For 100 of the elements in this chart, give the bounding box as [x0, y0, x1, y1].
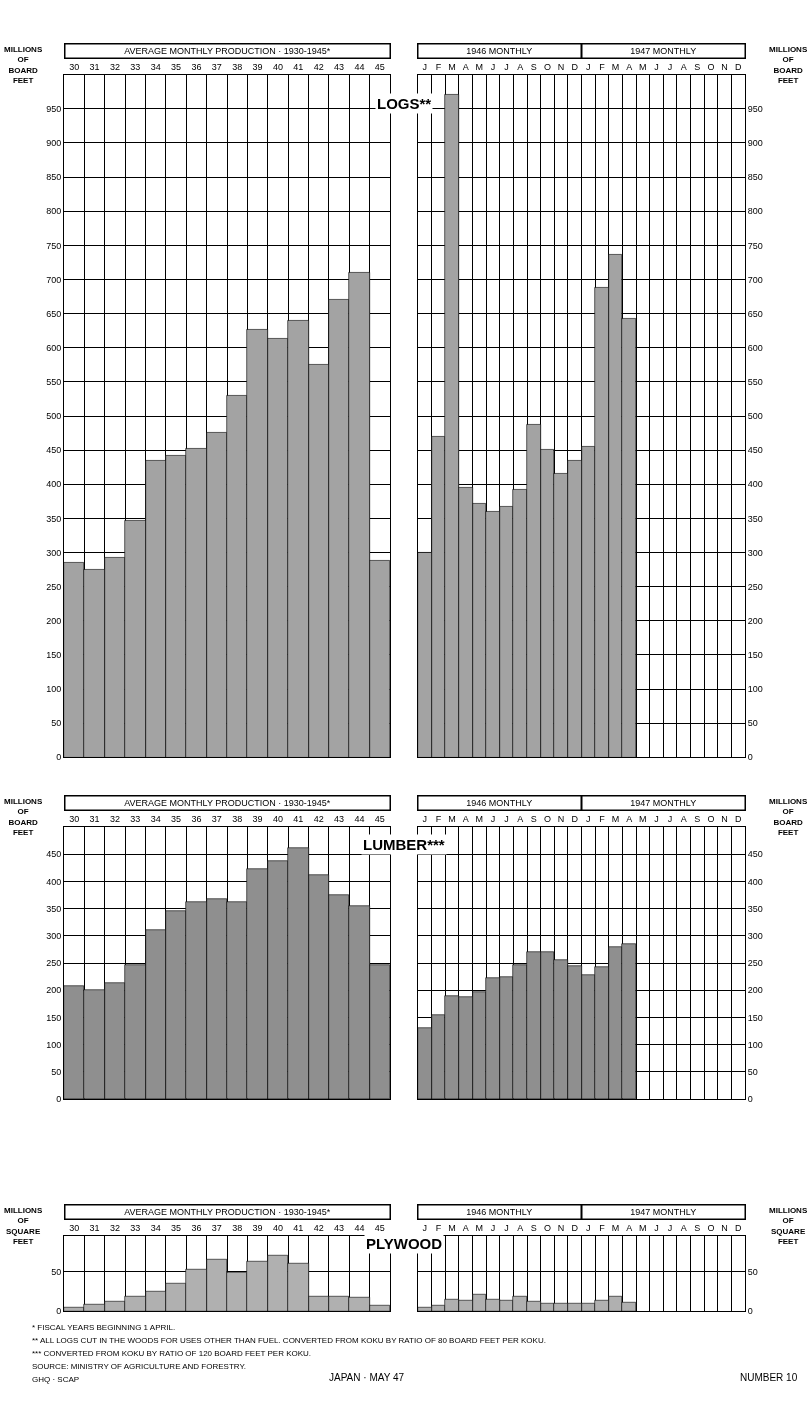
x-tick-label: O	[707, 62, 715, 73]
y-tick-label: 100	[747, 1039, 763, 1050]
x-tick-label: J	[667, 1222, 673, 1233]
x-tick-label: A	[517, 814, 524, 825]
y-axis-title: MILLIONS OF BOARD FEET	[4, 797, 43, 838]
x-tick-label: O	[707, 814, 715, 825]
x-tick-label: 44	[354, 1222, 365, 1233]
y-tick-label: 300	[747, 547, 763, 558]
y-tick-label: 900	[46, 138, 62, 149]
x-tick-label: 38	[232, 814, 243, 825]
x-tick-label: 34	[150, 814, 161, 825]
x-tick-label: S	[694, 62, 701, 73]
text: GHQ · SCAP	[32, 1375, 80, 1384]
y-axis-title: MILLIONS OF SQUARE FEET	[4, 1206, 43, 1247]
x-tick-label: J	[504, 1222, 509, 1233]
y-tick-label: 0	[747, 1306, 753, 1317]
y-tick-label: 150	[46, 1012, 62, 1023]
y-tick-label: 0	[747, 1094, 753, 1105]
y-tick-label: 400	[747, 876, 763, 887]
x-tick-label: D	[734, 814, 742, 825]
y-tick-label: 50	[51, 718, 62, 729]
y-tick-label: 350	[46, 903, 62, 914]
x-tick-label: J	[504, 814, 509, 825]
x-tick-label: J	[667, 62, 673, 73]
y-tick-label: 450	[747, 849, 763, 860]
annotation: LOGS**	[377, 95, 432, 112]
x-tick-label: J	[586, 1222, 591, 1233]
x-tick-label: N	[557, 62, 565, 73]
text: 1947 MONTHLY	[630, 798, 697, 808]
x-tick-label: 34	[150, 62, 161, 73]
x-tick-label: 35	[171, 62, 182, 73]
x-tick-label: J	[490, 814, 496, 825]
x-tick-label: M	[448, 814, 456, 825]
x-tick-label: J	[422, 62, 428, 73]
text: ** ALL LOGS CUT IN THE WOODS FOR USES OTHER THAN FUEL. CONVERTED FROM KOKU BY RATIO OF 80 BOARD FEET PER KOKU.	[32, 1336, 546, 1345]
x-tick-label: 45	[374, 62, 385, 73]
x-tick-label: 40	[272, 62, 283, 73]
x-tick-label: A	[517, 62, 524, 73]
annotation: PLYWOOD	[366, 1235, 443, 1252]
y-tick-label: 350	[747, 903, 763, 914]
x-tick-label: M	[611, 814, 620, 825]
x-tick-label: N	[557, 814, 565, 825]
x-tick-label: 42	[313, 814, 324, 825]
x-tick-label: A	[680, 1222, 687, 1233]
y-tick-label: 100	[747, 684, 763, 695]
x-tick-label: 36	[191, 814, 202, 825]
x-tick-label: 45	[374, 1222, 385, 1233]
x-tick-label: J	[422, 1222, 428, 1233]
annotation: LUMBER***	[363, 836, 445, 853]
y-tick-label: 250	[747, 581, 763, 592]
y-tick-label: 800	[747, 206, 763, 217]
y-tick-label: 700	[46, 274, 62, 285]
x-tick-label: 45	[374, 814, 385, 825]
x-tick-label: M	[611, 1222, 620, 1233]
x-tick-label: 38	[232, 1222, 243, 1233]
x-tick-label: M	[611, 62, 620, 73]
y-tick-label: 200	[747, 985, 763, 996]
x-tick-label: J	[586, 62, 591, 73]
y-tick-label: 750	[747, 240, 763, 251]
x-tick-label: F	[435, 1222, 442, 1233]
x-tick-label: J	[490, 1222, 496, 1233]
y-tick-label: 50	[51, 1266, 62, 1277]
x-tick-label: 39	[252, 62, 263, 73]
y-tick-label: 400	[46, 876, 62, 887]
text: * FISCAL YEARS BEGINNING 1 APRIL.	[32, 1323, 176, 1332]
x-tick-label: N	[721, 1222, 728, 1233]
x-tick-label: M	[448, 62, 456, 73]
x-tick-label: S	[694, 814, 701, 825]
x-tick-label: 32	[109, 62, 120, 73]
x-tick-label: 41	[293, 62, 304, 73]
x-tick-label: 37	[211, 814, 222, 825]
chart-title: AVERAGE MONTHLY PRODUCTION · 1930-1945*	[124, 798, 331, 808]
x-tick-label: D	[734, 1222, 742, 1233]
chart-title: AVERAGE MONTHLY PRODUCTION · 1930-1945*	[124, 1207, 331, 1217]
source-note: SOURCE: MINISTRY OF AGRICULTURE AND FORESTRY.	[32, 1362, 246, 1371]
x-tick-label: 38	[232, 62, 243, 73]
x-tick-label: 39	[252, 814, 263, 825]
y-tick-label: 50	[747, 1067, 758, 1078]
x-tick-label: 44	[354, 814, 365, 825]
x-tick-label: S	[694, 1222, 701, 1233]
x-tick-label: A	[680, 62, 687, 73]
y-tick-label: 150	[46, 650, 62, 661]
y-tick-label: 50	[747, 1266, 758, 1277]
x-tick-label: O	[543, 62, 551, 73]
text: 1946 MONTHLY	[466, 1207, 533, 1217]
y-tick-label: 0	[747, 752, 753, 763]
x-tick-label: 33	[130, 814, 141, 825]
x-tick-label: J	[654, 62, 659, 73]
x-tick-label: 30	[69, 814, 80, 825]
x-tick-label: 32	[109, 1222, 120, 1233]
x-tick-label: 37	[211, 1222, 222, 1233]
x-tick-label: 35	[171, 814, 182, 825]
text: 1947 MONTHLY	[630, 46, 697, 56]
x-tick-label: D	[571, 62, 579, 73]
y-tick-label: 250	[46, 581, 62, 592]
x-tick-label: A	[680, 814, 687, 825]
x-tick-label: J	[667, 814, 673, 825]
y-tick-label: 0	[56, 1306, 62, 1317]
x-tick-label: M	[639, 814, 647, 825]
y-axis-title: MILLIONS OF SQUARE FEET	[769, 1206, 808, 1247]
